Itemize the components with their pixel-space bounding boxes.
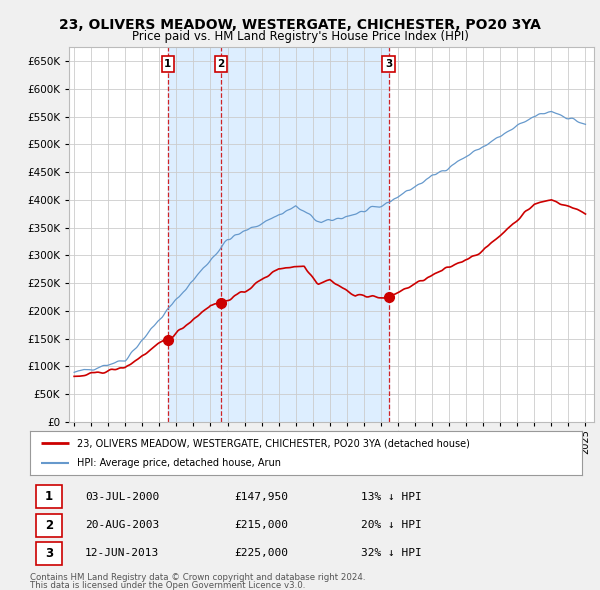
Text: 13% ↓ HPI: 13% ↓ HPI bbox=[361, 492, 422, 502]
Text: 20-AUG-2003: 20-AUG-2003 bbox=[85, 520, 160, 530]
Text: This data is licensed under the Open Government Licence v3.0.: This data is licensed under the Open Gov… bbox=[30, 581, 305, 590]
Text: 2: 2 bbox=[218, 59, 225, 69]
Text: 32% ↓ HPI: 32% ↓ HPI bbox=[361, 549, 422, 558]
Text: 23, OLIVERS MEADOW, WESTERGATE, CHICHESTER, PO20 3YA: 23, OLIVERS MEADOW, WESTERGATE, CHICHEST… bbox=[59, 18, 541, 32]
Bar bbox=[168, 47, 389, 422]
Text: Price paid vs. HM Land Registry's House Price Index (HPI): Price paid vs. HM Land Registry's House … bbox=[131, 30, 469, 43]
Text: HPI: Average price, detached house, Arun: HPI: Average price, detached house, Arun bbox=[77, 458, 281, 467]
FancyBboxPatch shape bbox=[35, 513, 62, 537]
Text: 1: 1 bbox=[45, 490, 53, 503]
Text: Contains HM Land Registry data © Crown copyright and database right 2024.: Contains HM Land Registry data © Crown c… bbox=[30, 572, 365, 582]
Text: £215,000: £215,000 bbox=[234, 520, 288, 530]
Text: 20% ↓ HPI: 20% ↓ HPI bbox=[361, 520, 422, 530]
FancyBboxPatch shape bbox=[35, 542, 62, 565]
Text: £225,000: £225,000 bbox=[234, 549, 288, 558]
FancyBboxPatch shape bbox=[35, 485, 62, 508]
Text: 2: 2 bbox=[45, 519, 53, 532]
Text: 3: 3 bbox=[385, 59, 392, 69]
Text: 3: 3 bbox=[45, 547, 53, 560]
Text: 12-JUN-2013: 12-JUN-2013 bbox=[85, 549, 160, 558]
Text: 23, OLIVERS MEADOW, WESTERGATE, CHICHESTER, PO20 3YA (detached house): 23, OLIVERS MEADOW, WESTERGATE, CHICHEST… bbox=[77, 438, 470, 448]
Text: £147,950: £147,950 bbox=[234, 492, 288, 502]
Text: 1: 1 bbox=[164, 59, 172, 69]
Text: 03-JUL-2000: 03-JUL-2000 bbox=[85, 492, 160, 502]
